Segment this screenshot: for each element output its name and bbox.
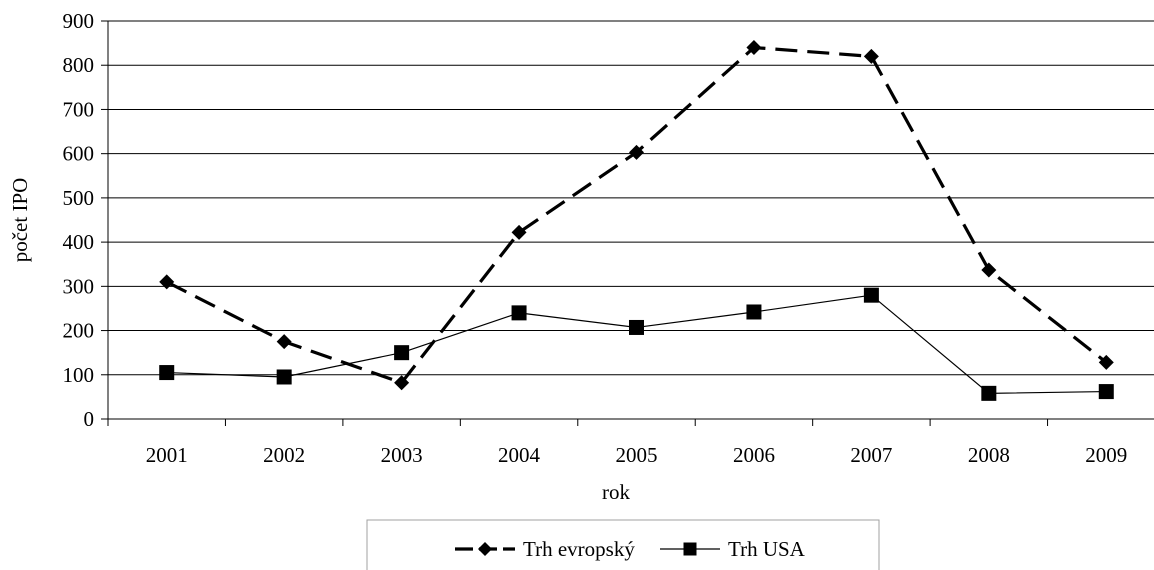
x-tick-label: 2008 [968, 443, 1010, 467]
data-point-diamond [629, 144, 644, 160]
series-2 [159, 287, 1114, 401]
data-point-square [1098, 384, 1114, 400]
y-tick-label: 200 [63, 319, 95, 343]
x-tick-label: 2002 [263, 443, 305, 467]
y-tick-label: 500 [63, 186, 95, 210]
y-tick-labels: 0 100 200 300 400 500 600 700 800 900 [63, 9, 95, 431]
legend-marker-square [683, 542, 697, 556]
y-tick-label: 700 [63, 97, 95, 121]
x-tick-label: 2006 [733, 443, 775, 467]
y-axis-title: počet IPO [8, 178, 32, 263]
x-tick-labels: 2001 2002 2003 2004 2005 2006 2007 2008 2009 [146, 443, 1128, 467]
x-tick-label: 2009 [1085, 443, 1127, 467]
axes [101, 20, 1154, 426]
legend: Trh evropský Trh USA [366, 519, 880, 570]
data-point-square [276, 369, 292, 385]
data-point-square [746, 304, 762, 320]
legend-item-1: Trh evropský [455, 537, 635, 561]
data-point-square [511, 305, 527, 321]
data-point-square [629, 319, 644, 335]
x-tick-label: 2007 [850, 443, 892, 467]
data-point-square [981, 385, 997, 401]
x-axis-title: rok [602, 480, 630, 504]
data-point-diamond [1098, 354, 1114, 370]
x-tick-label: 2003 [381, 443, 423, 467]
series-1 [159, 40, 1114, 391]
data-point-diamond [394, 375, 410, 391]
y-tick-label: 0 [84, 407, 95, 431]
x-tick-label: 2004 [498, 443, 541, 467]
data-point-diamond [159, 274, 175, 290]
data-point-diamond [863, 48, 879, 64]
y-tick-label: 400 [63, 230, 95, 254]
data-point-diamond [746, 40, 762, 56]
data-point-diamond [981, 262, 997, 278]
x-tick-label: 2005 [616, 443, 658, 467]
data-point-square [863, 287, 879, 303]
series-line [166, 294, 1107, 394]
series-group [159, 40, 1114, 401]
data-point-diamond [511, 224, 527, 240]
x-tick-label: 2001 [146, 443, 188, 467]
legend-box [366, 519, 880, 570]
data-point-square [159, 365, 175, 381]
y-tick-label: 100 [63, 363, 95, 387]
data-point-diamond [276, 334, 292, 350]
legend-label: Trh USA [728, 537, 806, 561]
legend-marker-diamond [478, 542, 492, 556]
legend-label: Trh evropský [523, 537, 635, 561]
legend-item-2: Trh USA [660, 537, 806, 561]
y-tick-label: 300 [63, 274, 95, 298]
y-tick-label: 800 [63, 53, 95, 77]
data-point-square [394, 345, 410, 361]
y-tick-label: 600 [63, 142, 95, 166]
y-tick-label: 900 [63, 9, 95, 33]
